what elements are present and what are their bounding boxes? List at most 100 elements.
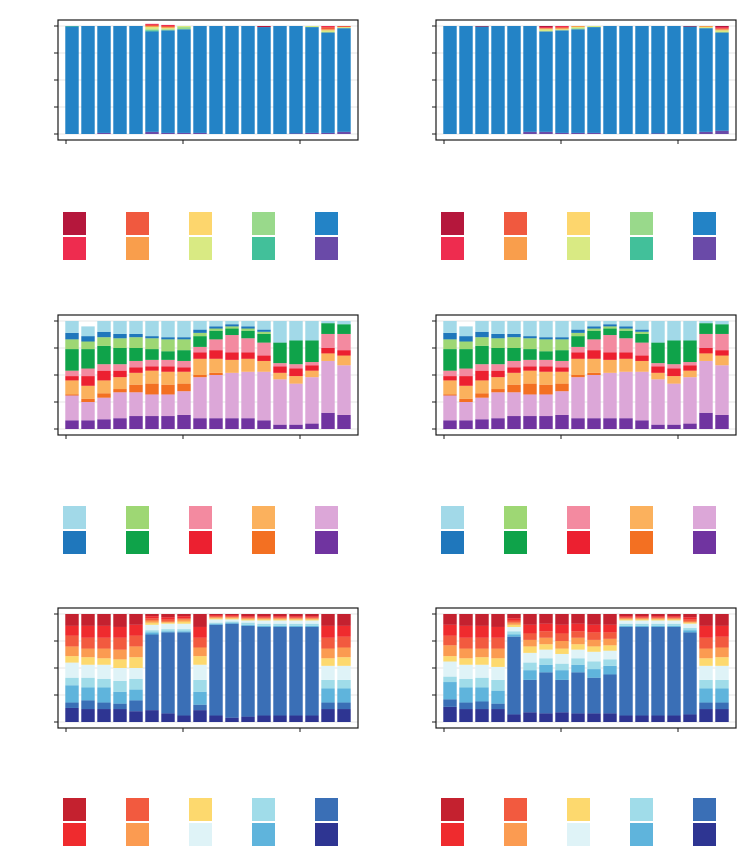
bar-segment — [587, 624, 601, 633]
bar-segment — [113, 680, 127, 692]
legend-swatch — [693, 506, 716, 529]
bar-segment — [443, 656, 457, 662]
legend-swatch — [189, 823, 212, 846]
bar-segment — [257, 616, 271, 618]
bar-segment — [571, 623, 585, 632]
bar-segment — [571, 418, 585, 429]
bar-segment — [65, 614, 79, 626]
bar-segment — [305, 340, 319, 363]
legend-rdylbu-right — [418, 798, 718, 848]
bar-segment — [81, 376, 95, 386]
bar-segment — [81, 26, 95, 134]
bar-segment — [273, 379, 287, 425]
stacked-bar-chart-paired-right — [418, 305, 737, 439]
bar-stack — [337, 614, 351, 722]
bar-segment — [113, 709, 127, 722]
bar-segment — [683, 423, 697, 429]
bar-segment — [209, 328, 223, 331]
bar-segment — [571, 132, 585, 134]
bar-segment — [571, 672, 585, 714]
bar-segment — [161, 632, 175, 714]
bar-segment — [177, 715, 191, 722]
bar-segment — [491, 690, 505, 704]
legend-swatch — [252, 237, 275, 260]
bar-segment — [699, 353, 713, 361]
bar-stack — [619, 26, 633, 134]
bar-segment — [603, 665, 617, 675]
legend-swatch — [252, 212, 275, 235]
bar-segment — [635, 360, 649, 372]
bar-segment — [193, 710, 207, 722]
bar-segment — [97, 331, 111, 338]
bar-segment — [443, 706, 457, 722]
bar-segment — [209, 622, 223, 624]
bar-segment — [443, 394, 457, 396]
legend-swatch — [63, 823, 86, 846]
bar-segment — [619, 715, 633, 722]
bar-stack — [475, 26, 489, 134]
bar-segment — [161, 339, 175, 352]
bar-segment — [587, 418, 601, 429]
bar-segment — [523, 646, 537, 653]
bar-segment — [177, 623, 191, 630]
bar-segment — [523, 614, 537, 625]
bar-segment — [161, 384, 175, 395]
bar-segment — [459, 658, 473, 665]
bar-segment — [273, 363, 287, 367]
bar-segment — [667, 618, 681, 620]
bar-segment — [305, 321, 319, 341]
legend-swatch — [441, 237, 464, 260]
bar-segment — [225, 335, 239, 353]
bar-segment — [507, 360, 521, 368]
bar-segment — [555, 679, 569, 713]
bar-segment — [459, 26, 473, 134]
bar-segment — [651, 379, 665, 425]
legend-swatch — [567, 798, 590, 821]
bar-segment — [683, 619, 697, 622]
bar-segment — [619, 623, 633, 626]
bar-segment — [459, 349, 473, 369]
legend-swatch — [315, 823, 338, 846]
bar-segment — [475, 345, 489, 365]
bar-segment — [715, 679, 729, 689]
bar-segment — [113, 321, 127, 334]
bar-segment — [161, 617, 175, 620]
bar-segment — [145, 632, 159, 635]
bar-segment — [587, 639, 601, 647]
bar-segment — [161, 631, 175, 633]
bar-segment — [145, 394, 159, 417]
bar-segment — [337, 414, 351, 429]
bar-segment — [97, 687, 111, 703]
bar-segment — [225, 614, 239, 616]
bar-segment — [635, 618, 649, 620]
bar-segment — [459, 637, 473, 649]
bar-segment — [667, 368, 681, 377]
bar-segment — [667, 424, 681, 429]
bar-segment — [459, 336, 473, 342]
bar-segment — [193, 346, 207, 353]
bar-segment — [225, 418, 239, 429]
bar-segment — [209, 358, 223, 373]
bar-segment — [241, 625, 255, 717]
bar-segment — [635, 420, 649, 429]
bar-segment — [539, 416, 553, 429]
bar-segment — [587, 339, 601, 351]
bar-segment — [635, 620, 649, 624]
bar-segment — [193, 614, 207, 627]
bar-segment — [491, 614, 505, 627]
bar-segment — [555, 670, 569, 680]
bar-segment — [619, 328, 633, 331]
bar-segment — [177, 337, 191, 340]
bar-segment — [177, 321, 191, 338]
bar-segment — [507, 631, 521, 635]
bar-stack — [715, 614, 729, 722]
bar-segment — [555, 614, 569, 625]
bar-segment — [539, 384, 553, 395]
bar-segment — [177, 350, 191, 361]
bar-segment — [193, 375, 207, 378]
bar-stack — [459, 326, 473, 429]
bar-segment — [289, 614, 303, 617]
bar-segment — [491, 392, 505, 419]
bar-stack — [683, 321, 697, 429]
chart-svg — [432, 314, 737, 439]
